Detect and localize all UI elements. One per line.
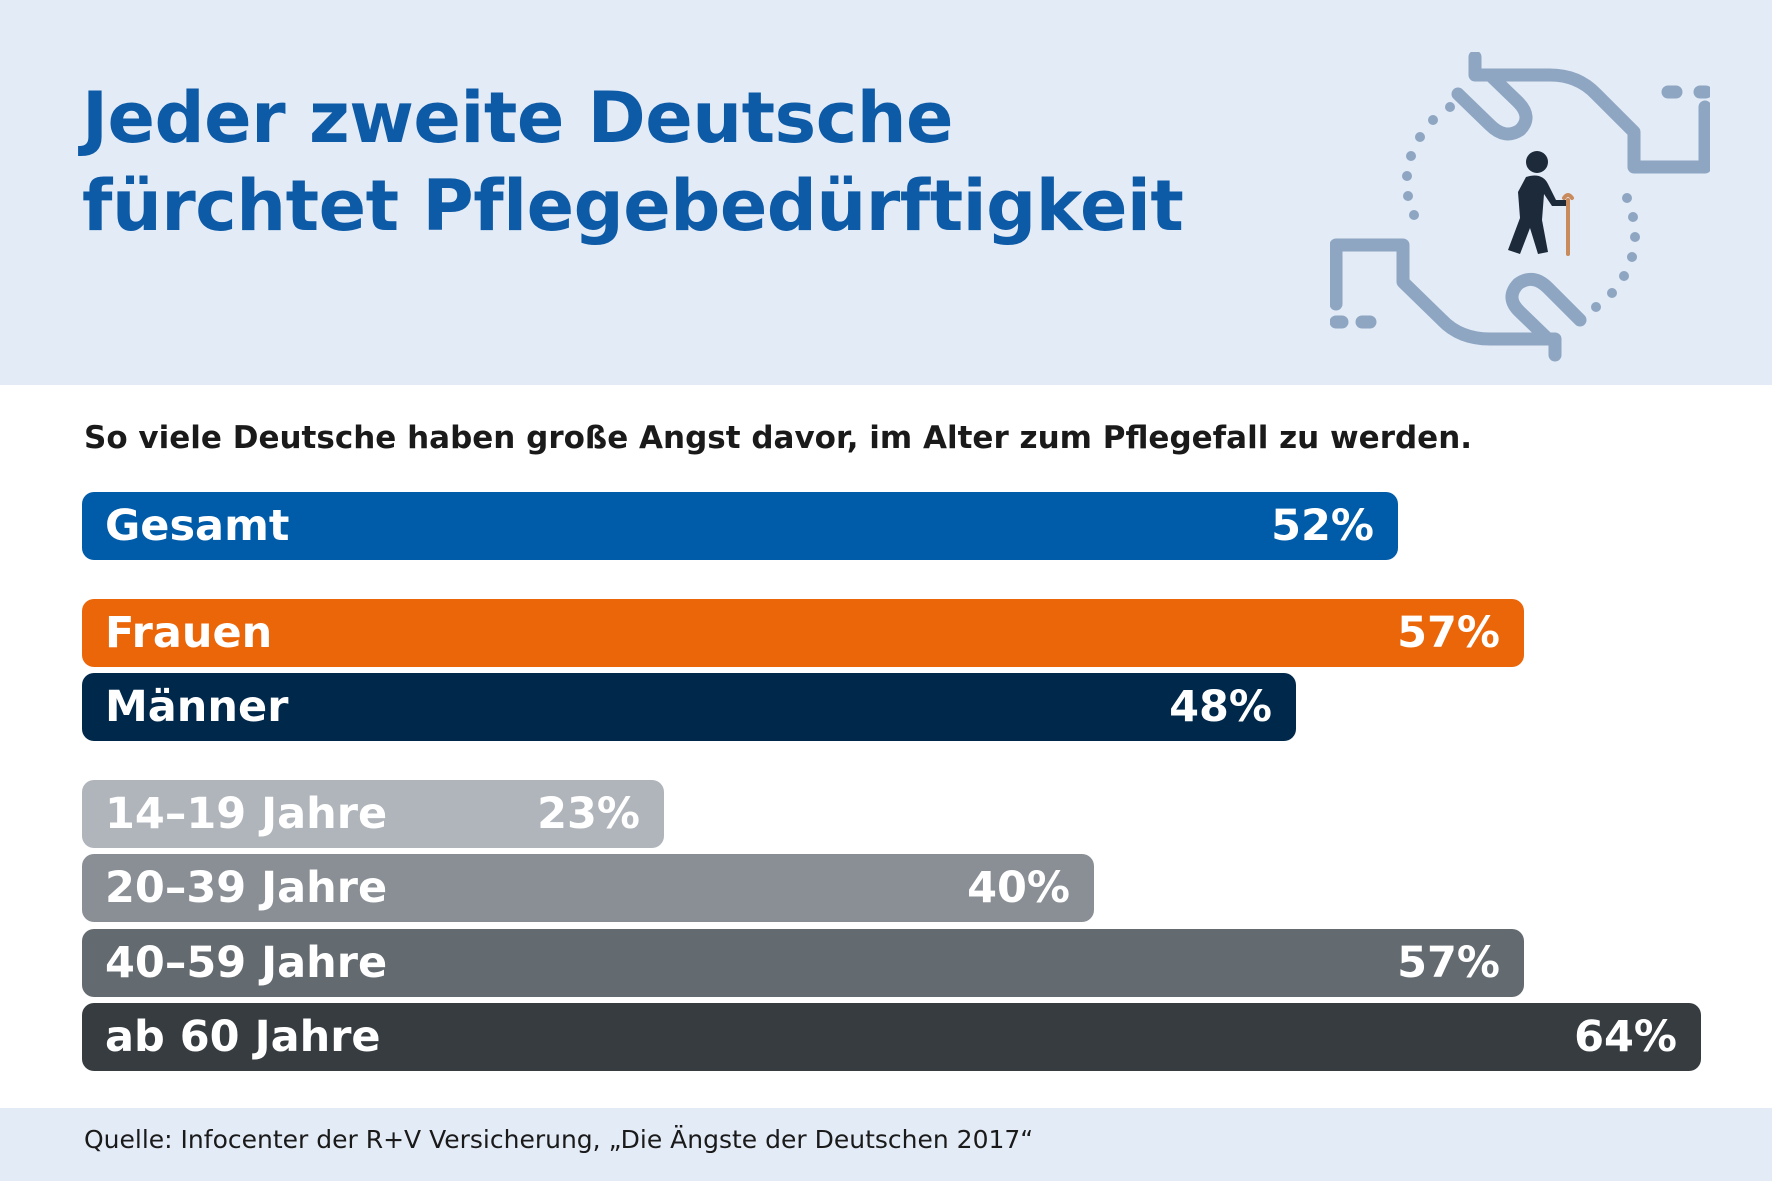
bar-6: 40–59 Jahre 57% bbox=[82, 929, 1524, 997]
bar-value-label: 57% bbox=[1397, 608, 1500, 658]
bar-2: Frauen 57% bbox=[82, 599, 1524, 667]
page-title: Jeder zweite Deutsche fürchtet Pflegebed… bbox=[82, 74, 1262, 250]
bar-value-label: 57% bbox=[1397, 938, 1500, 988]
bar-7: ab 60 Jahre 64% bbox=[82, 1003, 1701, 1071]
bar-value-label: 52% bbox=[1271, 501, 1374, 551]
bar-label: 40–59 Jahre bbox=[105, 938, 388, 988]
bar-4: 14–19 Jahre 23% bbox=[82, 780, 664, 848]
source-note: Quelle: Infocenter der R+V Versicherung,… bbox=[84, 1125, 1034, 1154]
bar-value-label: 64% bbox=[1574, 1012, 1677, 1062]
title-line-2: fürchtet Pflegebedürftigkeit bbox=[82, 165, 1184, 247]
caring-hands-icon bbox=[1330, 52, 1710, 362]
bar-3: Männer 48% bbox=[82, 673, 1296, 741]
footer-band bbox=[0, 1108, 1772, 1181]
bar-label: ab 60 Jahre bbox=[105, 1012, 381, 1062]
bar-label: 20–39 Jahre bbox=[105, 863, 388, 913]
bar-label: 14–19 Jahre bbox=[105, 789, 388, 839]
bar-value-label: 23% bbox=[537, 789, 640, 839]
bar-label: Frauen bbox=[105, 608, 273, 658]
bar-5: 20–39 Jahre 40% bbox=[82, 854, 1094, 922]
bar-value-label: 48% bbox=[1169, 682, 1272, 732]
title-line-1: Jeder zweite Deutsche bbox=[82, 77, 954, 159]
elderly-person-icon bbox=[1508, 151, 1574, 256]
bar-1: Gesamt 52% bbox=[82, 492, 1398, 560]
bar-label: Gesamt bbox=[105, 501, 290, 551]
bar-value-label: 40% bbox=[967, 863, 1070, 913]
bar-label: Männer bbox=[105, 682, 289, 732]
chart-subtitle: So viele Deutsche haben große Angst davo… bbox=[84, 420, 1473, 456]
